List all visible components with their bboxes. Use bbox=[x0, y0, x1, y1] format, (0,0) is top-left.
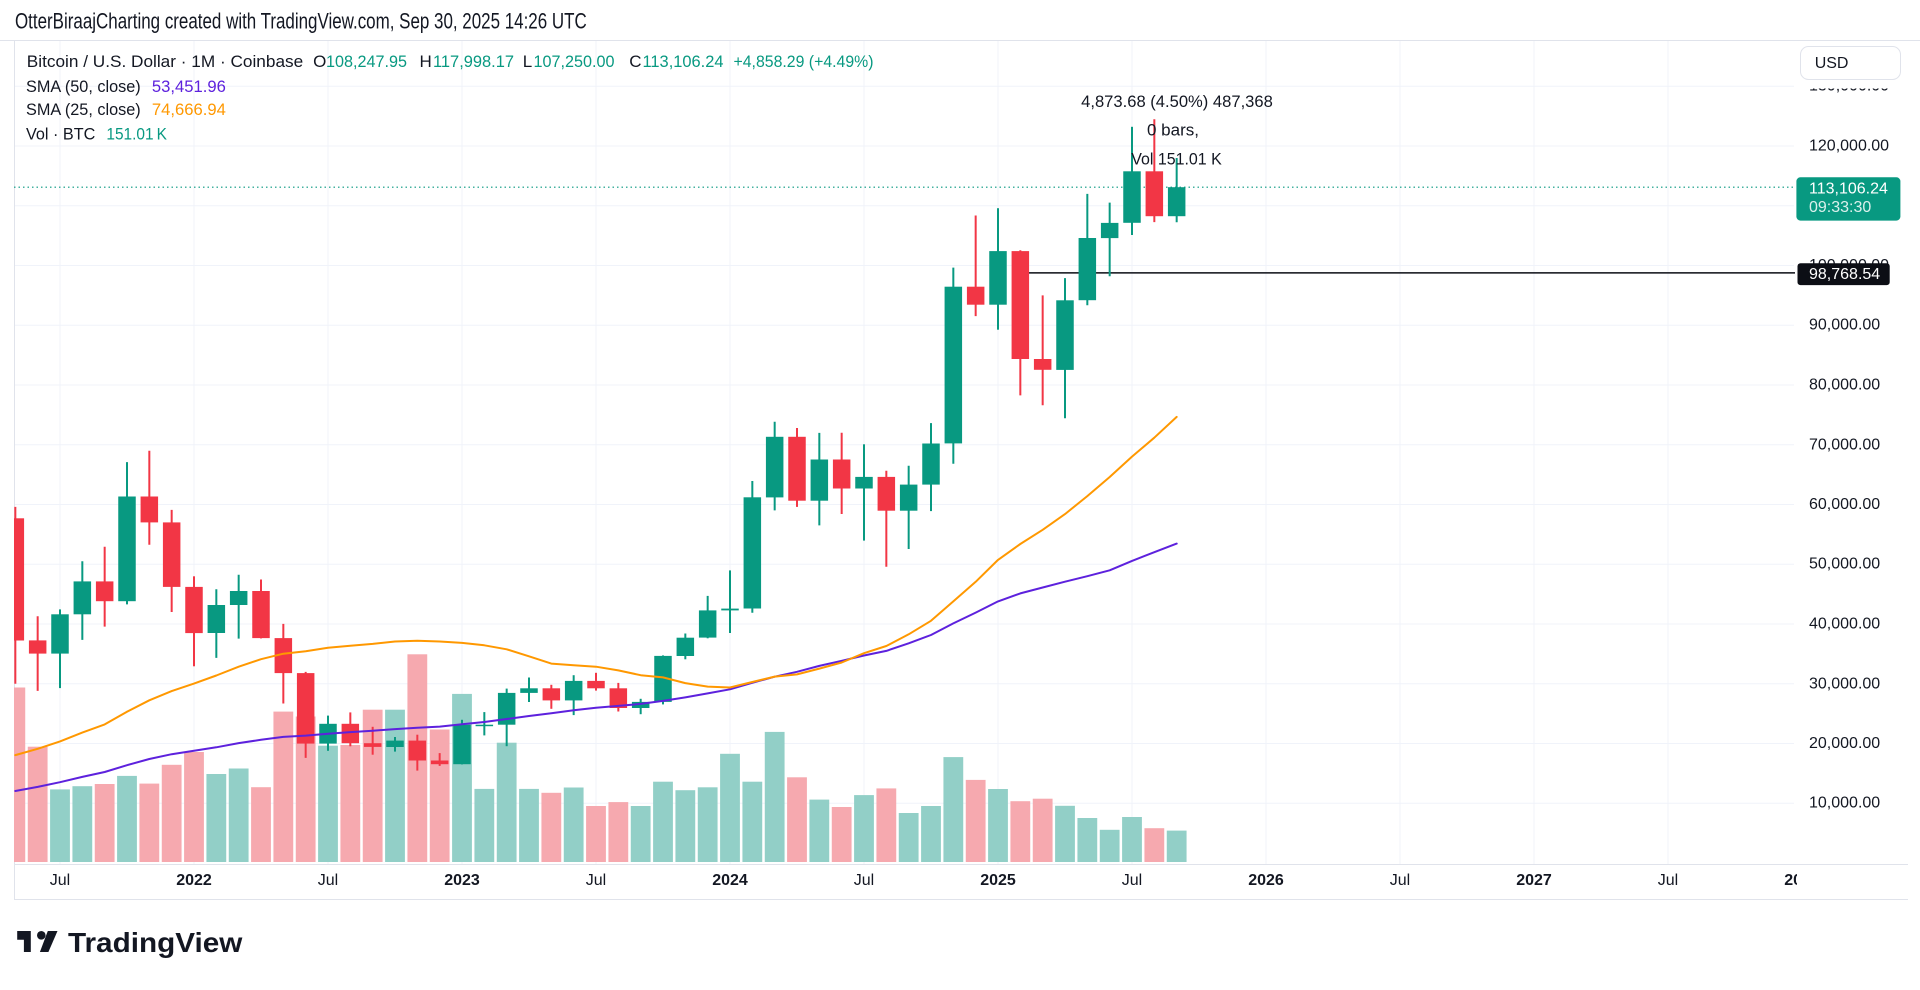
svg-text:Vol 151.01 K: Vol 151.01 K bbox=[1131, 150, 1222, 169]
svg-text:O: O bbox=[313, 52, 326, 71]
svg-text:30,000.00: 30,000.00 bbox=[1809, 675, 1880, 692]
svg-text:SMA (25, close): SMA (25, close) bbox=[26, 100, 141, 119]
svg-text:20,000.00: 20,000.00 bbox=[1809, 735, 1880, 752]
svg-text:4,873.68 (4.50%) 487,368: 4,873.68 (4.50%) 487,368 bbox=[1081, 92, 1273, 111]
svg-text:2024: 2024 bbox=[712, 872, 748, 889]
svg-text:Jul: Jul bbox=[1122, 872, 1142, 889]
svg-text:2023: 2023 bbox=[444, 872, 480, 889]
svg-text:Jul: Jul bbox=[586, 872, 606, 889]
svg-text:40,000.00: 40,000.00 bbox=[1809, 616, 1880, 633]
svg-text:L: L bbox=[523, 52, 532, 71]
svg-text:120,000.00: 120,000.00 bbox=[1809, 138, 1889, 155]
svg-text:09:33:30: 09:33:30 bbox=[1809, 199, 1871, 216]
svg-text:98,768.54: 98,768.54 bbox=[1809, 266, 1880, 283]
svg-text:Jul: Jul bbox=[1658, 872, 1678, 889]
svg-text:2026: 2026 bbox=[1248, 872, 1284, 889]
svg-text:Jul: Jul bbox=[1390, 872, 1410, 889]
svg-text:74,666.94: 74,666.94 bbox=[152, 100, 226, 119]
svg-text:0 bars,: 0 bars, bbox=[1147, 120, 1199, 139]
svg-text:+4,858.29 (+4.49%): +4,858.29 (+4.49%) bbox=[734, 52, 874, 71]
svg-text:2028: 2028 bbox=[1784, 872, 1820, 889]
svg-text:50,000.00: 50,000.00 bbox=[1809, 556, 1880, 573]
svg-text:Bitcoin / U.S. Dollar · 1M · C: Bitcoin / U.S. Dollar · 1M · Coinbase bbox=[27, 52, 303, 71]
svg-text:117,998.17: 117,998.17 bbox=[433, 52, 514, 71]
svg-text:2025: 2025 bbox=[980, 872, 1016, 889]
svg-text:108,247.95: 108,247.95 bbox=[326, 52, 407, 71]
svg-text:Jul: Jul bbox=[854, 872, 874, 889]
svg-text:130,000.00: 130,000.00 bbox=[1809, 78, 1889, 95]
svg-text:10,000.00: 10,000.00 bbox=[1809, 795, 1880, 812]
svg-text:H: H bbox=[420, 52, 432, 71]
svg-text:60,000.00: 60,000.00 bbox=[1809, 496, 1880, 513]
svg-text:113,106.24: 113,106.24 bbox=[643, 52, 724, 71]
svg-text:151.01 K: 151.01 K bbox=[106, 125, 167, 144]
svg-text:80,000.00: 80,000.00 bbox=[1809, 377, 1880, 394]
svg-text:TradingView: TradingView bbox=[68, 927, 243, 958]
svg-text:OtterBiraajCharting created wi: OtterBiraajCharting created with Trading… bbox=[15, 9, 587, 34]
svg-text:2027: 2027 bbox=[1516, 872, 1552, 889]
svg-text:2022: 2022 bbox=[176, 872, 212, 889]
svg-text:53,451.96: 53,451.96 bbox=[152, 77, 226, 96]
svg-text:90,000.00: 90,000.00 bbox=[1809, 317, 1880, 334]
svg-text:USD: USD bbox=[1815, 55, 1849, 72]
svg-text:70,000.00: 70,000.00 bbox=[1809, 436, 1880, 453]
svg-text:113,106.24: 113,106.24 bbox=[1809, 181, 1888, 198]
svg-text:Vol · BTC: Vol · BTC bbox=[26, 125, 95, 144]
svg-text:107,250.00: 107,250.00 bbox=[534, 52, 615, 71]
svg-text:SMA (50, close): SMA (50, close) bbox=[26, 77, 141, 96]
svg-text:Jul: Jul bbox=[318, 872, 338, 889]
svg-text:Jul: Jul bbox=[50, 872, 70, 889]
svg-text:C: C bbox=[629, 52, 641, 71]
